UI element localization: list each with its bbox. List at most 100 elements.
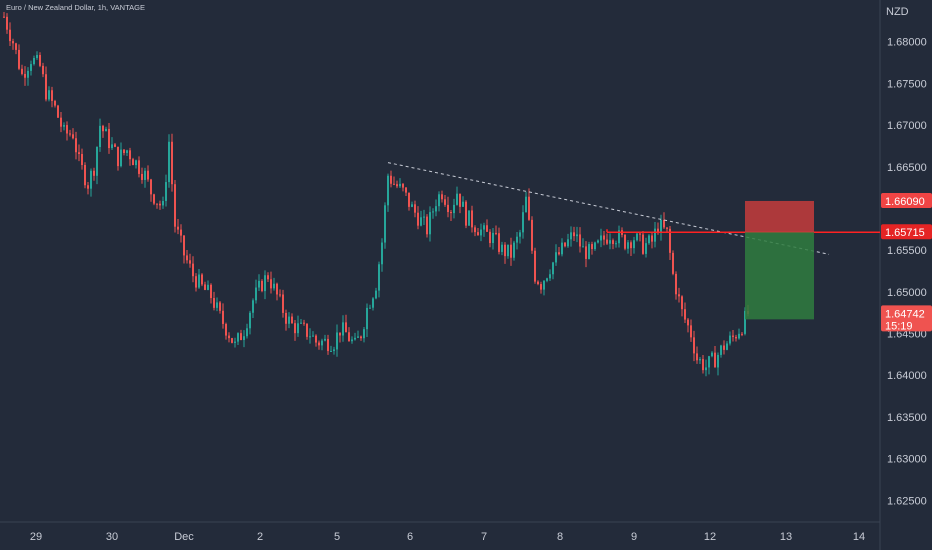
candle-body bbox=[123, 149, 125, 153]
drawings[interactable] bbox=[387, 162, 880, 320]
candle-body bbox=[660, 220, 662, 233]
candle-body bbox=[429, 212, 431, 235]
candle-body bbox=[624, 234, 626, 249]
candle-body bbox=[441, 194, 443, 200]
candle-body bbox=[603, 235, 605, 240]
candle-body bbox=[159, 203, 161, 206]
price-badge-value: 1.66090 bbox=[885, 196, 925, 208]
candle-body bbox=[597, 240, 599, 243]
candle-body bbox=[630, 242, 632, 249]
candle-body bbox=[471, 210, 473, 228]
price-tick-label: 1.67000 bbox=[887, 120, 927, 132]
candle-body bbox=[69, 133, 71, 135]
candle-body bbox=[714, 352, 716, 368]
candle-body bbox=[576, 234, 578, 237]
candle-body bbox=[186, 255, 188, 261]
candle-body bbox=[111, 144, 113, 149]
candle-body bbox=[627, 242, 629, 249]
candle-body bbox=[438, 194, 440, 207]
currency-label: NZD bbox=[886, 6, 909, 18]
candle-body bbox=[30, 64, 32, 71]
candle-body bbox=[24, 73, 26, 78]
candle-body bbox=[420, 217, 422, 226]
candle-body bbox=[117, 146, 119, 167]
candle-body bbox=[573, 232, 575, 237]
candle-body bbox=[711, 352, 713, 357]
candle-body bbox=[390, 175, 392, 184]
time-tick-label: 29 bbox=[30, 531, 42, 543]
candle-body bbox=[525, 196, 527, 213]
candle-body bbox=[723, 345, 725, 350]
candle-body bbox=[678, 294, 680, 297]
candle-body bbox=[540, 284, 542, 290]
candle-body bbox=[666, 227, 668, 229]
candle-body bbox=[669, 228, 671, 253]
candle-body bbox=[246, 328, 248, 337]
candle-body bbox=[702, 359, 704, 371]
candle-body bbox=[474, 227, 476, 233]
candle-body bbox=[12, 41, 14, 44]
time-tick-label: 5 bbox=[334, 531, 340, 543]
candle-body bbox=[180, 229, 182, 236]
candle-body bbox=[108, 128, 110, 149]
candle-body bbox=[27, 70, 29, 78]
price-badge bbox=[881, 305, 932, 332]
candle-body bbox=[249, 312, 251, 329]
candle-body bbox=[306, 323, 308, 337]
candle-body bbox=[477, 232, 479, 236]
take-profit-zone[interactable] bbox=[745, 232, 814, 320]
candle-body bbox=[408, 192, 410, 207]
candle-body bbox=[606, 239, 608, 244]
candle-body bbox=[693, 337, 695, 354]
candle-body bbox=[360, 336, 362, 339]
candle-body bbox=[402, 183, 404, 188]
price-tick-label: 1.64000 bbox=[887, 370, 927, 382]
candle-body bbox=[81, 154, 83, 166]
candle-body bbox=[315, 335, 317, 343]
candle-body bbox=[726, 343, 728, 350]
candle-body bbox=[66, 125, 68, 134]
price-tick-label: 1.63500 bbox=[887, 412, 927, 424]
candle-body bbox=[459, 193, 461, 207]
candle-body bbox=[417, 212, 419, 226]
candle-body bbox=[33, 57, 35, 65]
stop-loss-zone[interactable] bbox=[745, 200, 814, 233]
candle-body bbox=[87, 185, 89, 189]
candle-body bbox=[330, 350, 332, 352]
time-tick-label: 14 bbox=[853, 531, 865, 543]
price-tick-label: 1.65000 bbox=[887, 287, 927, 299]
candle-body bbox=[618, 230, 620, 244]
candle-body bbox=[156, 203, 158, 205]
time-axis[interactable]: 29 30 Dec 2 5 6 7 8 9 12 13 14 bbox=[30, 531, 865, 543]
candle-body bbox=[486, 225, 488, 232]
candle-body bbox=[681, 296, 683, 310]
candle-body bbox=[135, 160, 137, 166]
candle-body bbox=[405, 187, 407, 193]
candle-body bbox=[237, 333, 239, 342]
candle-body bbox=[447, 204, 449, 213]
candle-body bbox=[546, 278, 548, 281]
candle-body bbox=[552, 262, 554, 275]
price-axis[interactable]: 1.68000 1.67500 1.67000 1.66500 1.65500 1.650… bbox=[887, 37, 927, 508]
candle-body bbox=[258, 280, 260, 288]
candle-body bbox=[648, 235, 650, 244]
candle-body bbox=[282, 294, 284, 313]
candle-body bbox=[228, 335, 230, 339]
candle-body bbox=[264, 275, 266, 292]
candle-body bbox=[225, 323, 227, 336]
candle-body bbox=[504, 244, 506, 257]
candle-body bbox=[120, 149, 122, 167]
candle-body bbox=[114, 144, 116, 147]
candle-body bbox=[141, 173, 143, 180]
candle-body bbox=[633, 240, 635, 249]
candle-body bbox=[324, 338, 326, 341]
candle-body bbox=[132, 159, 134, 166]
candle-body bbox=[522, 212, 524, 233]
candle-body bbox=[93, 170, 95, 176]
candle-body bbox=[126, 150, 128, 153]
candle-body bbox=[684, 309, 686, 320]
time-tick-label: 12 bbox=[704, 531, 716, 543]
candle-body bbox=[348, 332, 350, 342]
